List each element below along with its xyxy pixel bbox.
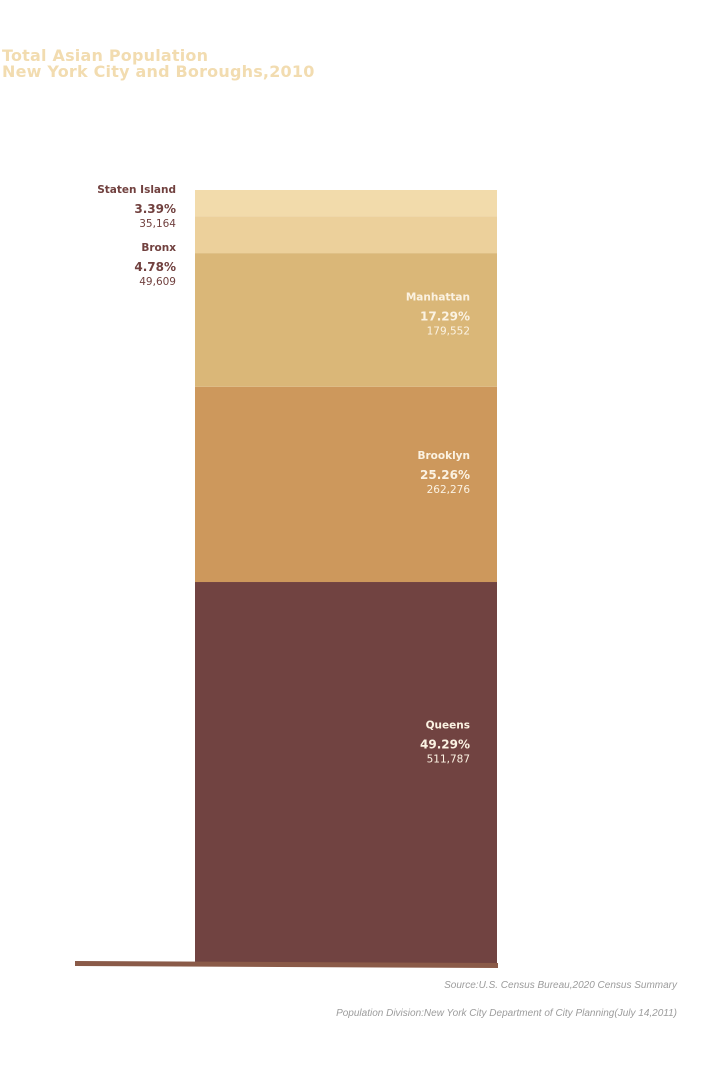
label-percent-staten-island: 3.39% [134,202,176,216]
label-percent-bronx: 4.78% [134,260,176,274]
bar-segment-brooklyn [195,386,497,583]
chart-title: Total Asian Population New York City and… [2,48,315,80]
bar-segment-queens [195,582,497,963]
label-value-staten-island: 35,164 [139,218,176,230]
chart-title-line-2: New York City and Boroughs,2010 [2,62,315,81]
label-value-brooklyn: 262,276 [427,484,471,496]
bar-segment-staten-island [195,190,497,217]
source-line-2: Population Division:New York City Depart… [336,1008,677,1019]
bar-segment-manhattan [195,253,497,387]
label-value-queens: 511,787 [427,753,470,765]
label-name-queens: Queens [426,719,470,731]
label-value-bronx: 49,609 [139,276,176,288]
label-name-brooklyn: Brooklyn [417,450,470,462]
chart-title-line-1: Total Asian Population [2,46,209,65]
label-name-bronx: Bronx [141,242,176,254]
label-name-manhattan: Manhattan [406,292,470,304]
label-percent-brooklyn: 25.26% [420,468,470,482]
source-line-1: Source:U.S. Census Bureau,2020 Census Su… [444,980,677,991]
label-percent-manhattan: 17.29% [420,310,470,324]
label-percent-queens: 49.29% [420,737,470,751]
bar-segment-bronx [195,216,497,254]
baseline [75,961,498,968]
label-value-manhattan: 179,552 [427,326,470,338]
label-name-staten-island: Staten Island [97,184,176,196]
